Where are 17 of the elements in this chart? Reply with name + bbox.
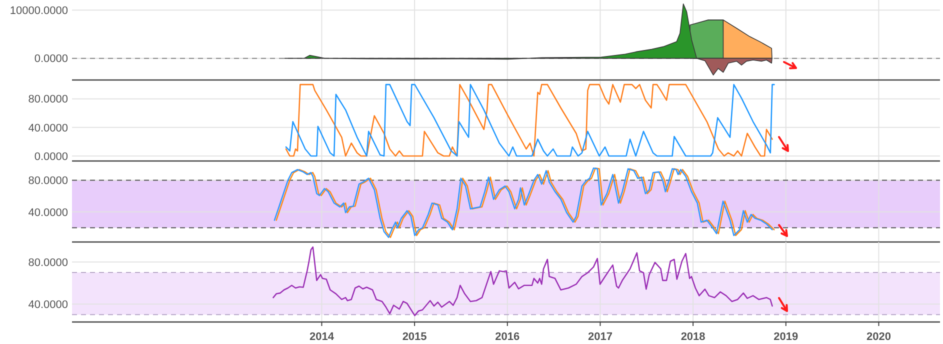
x-tick-label: 2018 [680, 331, 706, 343]
x-tick-label: 2019 [774, 331, 798, 343]
y-tick-label: 0.0000 [34, 53, 68, 66]
line-series [272, 246, 773, 316]
y-tick-label: 10000.0000 [10, 4, 68, 17]
x-tick-label: 2016 [495, 331, 520, 343]
y-tick-label: 80.0000 [28, 256, 68, 269]
y-tick-label: 40.0000 [28, 122, 68, 134]
y-tick-label: 80.0000 [28, 94, 68, 106]
x-tick-label: 2020 [866, 331, 891, 343]
y-tick-label: 40.0000 [28, 206, 68, 219]
x-tick-label: 2017 [588, 331, 612, 343]
y-tick-label: 40.0000 [28, 298, 68, 311]
x-tick-label: 2015 [402, 331, 427, 343]
y-tick-label: 0.0000 [34, 150, 68, 163]
y-tick-label: 80.0000 [28, 175, 68, 188]
x-tick-label: 2014 [309, 331, 335, 343]
